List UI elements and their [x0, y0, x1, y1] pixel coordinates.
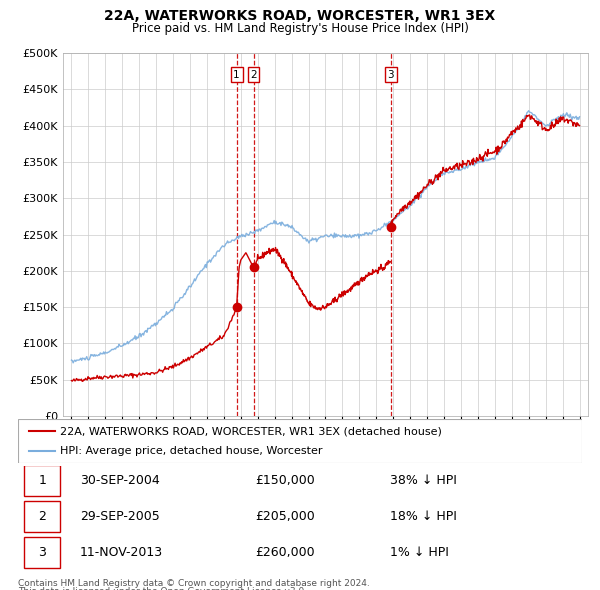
Text: 38% ↓ HPI: 38% ↓ HPI: [390, 474, 457, 487]
Text: This data is licensed under the Open Government Licence v3.0.: This data is licensed under the Open Gov…: [18, 587, 307, 590]
Text: 11-NOV-2013: 11-NOV-2013: [80, 546, 163, 559]
Text: £260,000: £260,000: [255, 546, 314, 559]
Bar: [23, 465, 61, 496]
Text: 3: 3: [388, 70, 394, 80]
Text: HPI: Average price, detached house, Worcester: HPI: Average price, detached house, Worc…: [60, 446, 323, 455]
Text: 22A, WATERWORKS ROAD, WORCESTER, WR1 3EX: 22A, WATERWORKS ROAD, WORCESTER, WR1 3EX: [104, 9, 496, 23]
Text: 1: 1: [233, 70, 240, 80]
Text: 1% ↓ HPI: 1% ↓ HPI: [390, 546, 449, 559]
Text: Price paid vs. HM Land Registry's House Price Index (HPI): Price paid vs. HM Land Registry's House …: [131, 22, 469, 35]
Text: 29-SEP-2005: 29-SEP-2005: [80, 510, 160, 523]
Text: 30-SEP-2004: 30-SEP-2004: [80, 474, 160, 487]
Text: 22A, WATERWORKS ROAD, WORCESTER, WR1 3EX (detached house): 22A, WATERWORKS ROAD, WORCESTER, WR1 3EX…: [60, 427, 442, 436]
Text: 1: 1: [38, 474, 46, 487]
Text: 3: 3: [38, 546, 46, 559]
Text: Contains HM Land Registry data © Crown copyright and database right 2024.: Contains HM Land Registry data © Crown c…: [18, 579, 370, 588]
Text: £150,000: £150,000: [255, 474, 314, 487]
Text: 2: 2: [250, 70, 257, 80]
Text: 18% ↓ HPI: 18% ↓ HPI: [390, 510, 457, 523]
Bar: [23, 501, 61, 532]
Text: 2: 2: [38, 510, 46, 523]
Text: £205,000: £205,000: [255, 510, 314, 523]
Bar: [23, 537, 61, 568]
